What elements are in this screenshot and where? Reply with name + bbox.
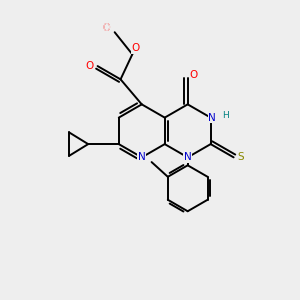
Text: O: O (190, 70, 198, 80)
Text: O: O (102, 23, 110, 33)
Text: O: O (85, 61, 94, 71)
Text: O: O (132, 44, 140, 53)
Text: S: S (238, 152, 244, 162)
Text: H: H (223, 111, 229, 120)
Text: N: N (138, 152, 146, 162)
Text: N: N (208, 112, 216, 123)
Text: N: N (184, 152, 192, 162)
Text: O: O (102, 23, 110, 33)
